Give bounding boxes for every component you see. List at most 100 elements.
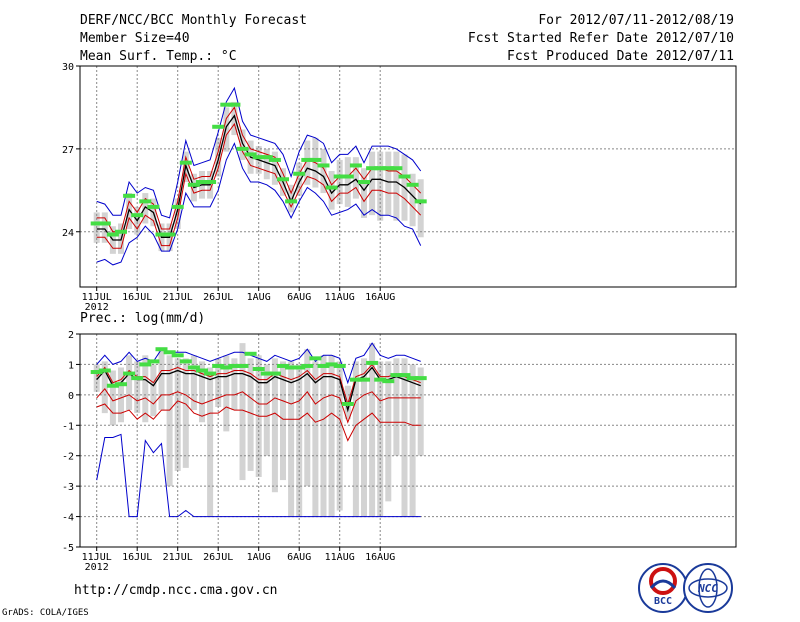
- observed-marker: [98, 368, 111, 373]
- spread-bar: [263, 148, 270, 180]
- observed-marker: [277, 363, 289, 368]
- observed-marker: [285, 199, 298, 204]
- spread-bar: [231, 358, 238, 411]
- spread-bar: [393, 358, 400, 456]
- y-tick-label: 0: [68, 391, 74, 402]
- observed-marker: [260, 371, 273, 376]
- observed-marker: [333, 174, 346, 179]
- spread-bar: [352, 361, 359, 517]
- observed-marker: [204, 371, 217, 376]
- plot-frame: [79, 65, 737, 288]
- spread-bar: [142, 355, 149, 423]
- spread-bar: [126, 355, 133, 411]
- x-tick-label: 1AUG: [247, 552, 271, 563]
- envelope-min-line: [96, 142, 422, 266]
- observed-marker: [131, 213, 144, 218]
- spread-bar: [231, 101, 238, 136]
- observed-marker: [90, 370, 103, 375]
- spread-bar: [320, 355, 327, 517]
- spread-bar: [215, 137, 222, 177]
- spread-bar: [182, 358, 189, 468]
- lower-spread-line: [96, 122, 422, 249]
- observed-marker: [349, 377, 362, 382]
- grads-credit: GrADS: COLA/IGES: [2, 608, 89, 618]
- observed-marker: [382, 166, 395, 171]
- x-tick-label: 6AUG: [287, 552, 311, 563]
- observed-marker: [277, 177, 289, 182]
- spread-bar: [190, 355, 197, 411]
- observed-marker: [163, 350, 176, 355]
- observed-marker: [390, 166, 403, 171]
- observed-marker: [301, 363, 314, 368]
- observed-marker: [414, 376, 427, 381]
- observed-marker: [196, 368, 208, 373]
- observed-marker: [155, 232, 168, 237]
- x-tick-label: 11JUL: [82, 292, 112, 303]
- spread-bar: [199, 361, 205, 423]
- spread-bar: [393, 151, 400, 221]
- member-size: Member Size=40: [80, 31, 190, 46]
- observed-marker: [349, 163, 362, 168]
- lower-band-line: [96, 400, 421, 442]
- spread-bar: [166, 355, 173, 487]
- observed-marker: [301, 157, 314, 162]
- observed-marker: [163, 232, 176, 237]
- observed-marker: [228, 363, 241, 368]
- observed-marker: [382, 379, 395, 384]
- variable-label-top: Mean Surf. Temp.: °C: [80, 49, 237, 64]
- x-tick-label: 11AUG: [325, 292, 355, 303]
- observed-marker: [106, 232, 119, 237]
- observed-marker: [358, 180, 370, 185]
- observed-marker: [212, 363, 225, 368]
- envelope-min-line: [96, 433, 421, 518]
- spread-bar: [361, 168, 367, 218]
- observed-marker: [220, 102, 233, 107]
- bcc-logo: BCC: [638, 563, 688, 613]
- spread-bar: [158, 349, 165, 411]
- observed-marker: [147, 204, 160, 209]
- observed-marker: [115, 229, 127, 234]
- observed-marker: [196, 180, 208, 185]
- spread-bar: [385, 151, 392, 216]
- y-tick-label: -4: [62, 513, 74, 524]
- upper-line: [96, 363, 421, 406]
- x-tick-label: 11AUG: [325, 552, 355, 563]
- spread-bar: [409, 173, 416, 227]
- x-tick-sublabel: 2012: [85, 302, 109, 313]
- observed-marker: [293, 365, 306, 370]
- observed-marker: [268, 157, 281, 162]
- spread-bar: [223, 355, 230, 432]
- observed-marker: [171, 353, 184, 358]
- y-tick-label: 2: [68, 330, 74, 341]
- spread-bar: [142, 193, 149, 224]
- observed-marker: [398, 174, 411, 179]
- observed-marker: [414, 199, 427, 204]
- observed-marker: [390, 373, 403, 378]
- ncc-logo: NCC: [683, 563, 733, 613]
- observed-marker: [333, 363, 346, 368]
- observed-marker: [268, 371, 281, 376]
- observed-marker: [123, 193, 136, 198]
- title-left: DERF/NCC/BCC Monthly Forecast: [80, 13, 307, 28]
- observed-marker: [236, 363, 249, 368]
- observed-marker: [179, 359, 192, 364]
- y-tick-label: 1: [68, 360, 74, 371]
- spread-bar: [223, 107, 230, 152]
- y-tick-label: -5: [62, 543, 74, 554]
- x-tick-label: 16AUG: [365, 292, 395, 303]
- observed-marker: [139, 362, 152, 367]
- observed-marker: [115, 382, 127, 387]
- observed-marker: [98, 221, 111, 226]
- spread-bar: [409, 364, 416, 517]
- observed-marker: [131, 376, 144, 381]
- spread-bar: [361, 358, 367, 517]
- observed-marker: [90, 221, 103, 226]
- x-tick-label: 11JUL: [82, 552, 112, 563]
- observed-marker: [252, 155, 265, 160]
- spread-bar: [369, 151, 376, 216]
- spread-bar: [401, 358, 408, 517]
- observed-marker: [212, 124, 225, 129]
- observed-marker: [325, 185, 338, 190]
